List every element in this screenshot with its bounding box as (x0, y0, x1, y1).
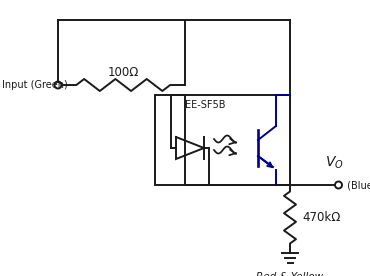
Text: (Blue): (Blue) (344, 180, 370, 190)
Text: Red & Yellow: Red & Yellow (256, 272, 323, 276)
Text: 470kΩ: 470kΩ (302, 211, 340, 224)
Text: 100Ω: 100Ω (108, 65, 139, 78)
Bar (155, 95, 290, 185)
Text: EE-SF5B: EE-SF5B (185, 100, 225, 110)
Text: Input (Green): Input (Green) (2, 80, 68, 90)
Text: $V_O$: $V_O$ (325, 155, 344, 171)
